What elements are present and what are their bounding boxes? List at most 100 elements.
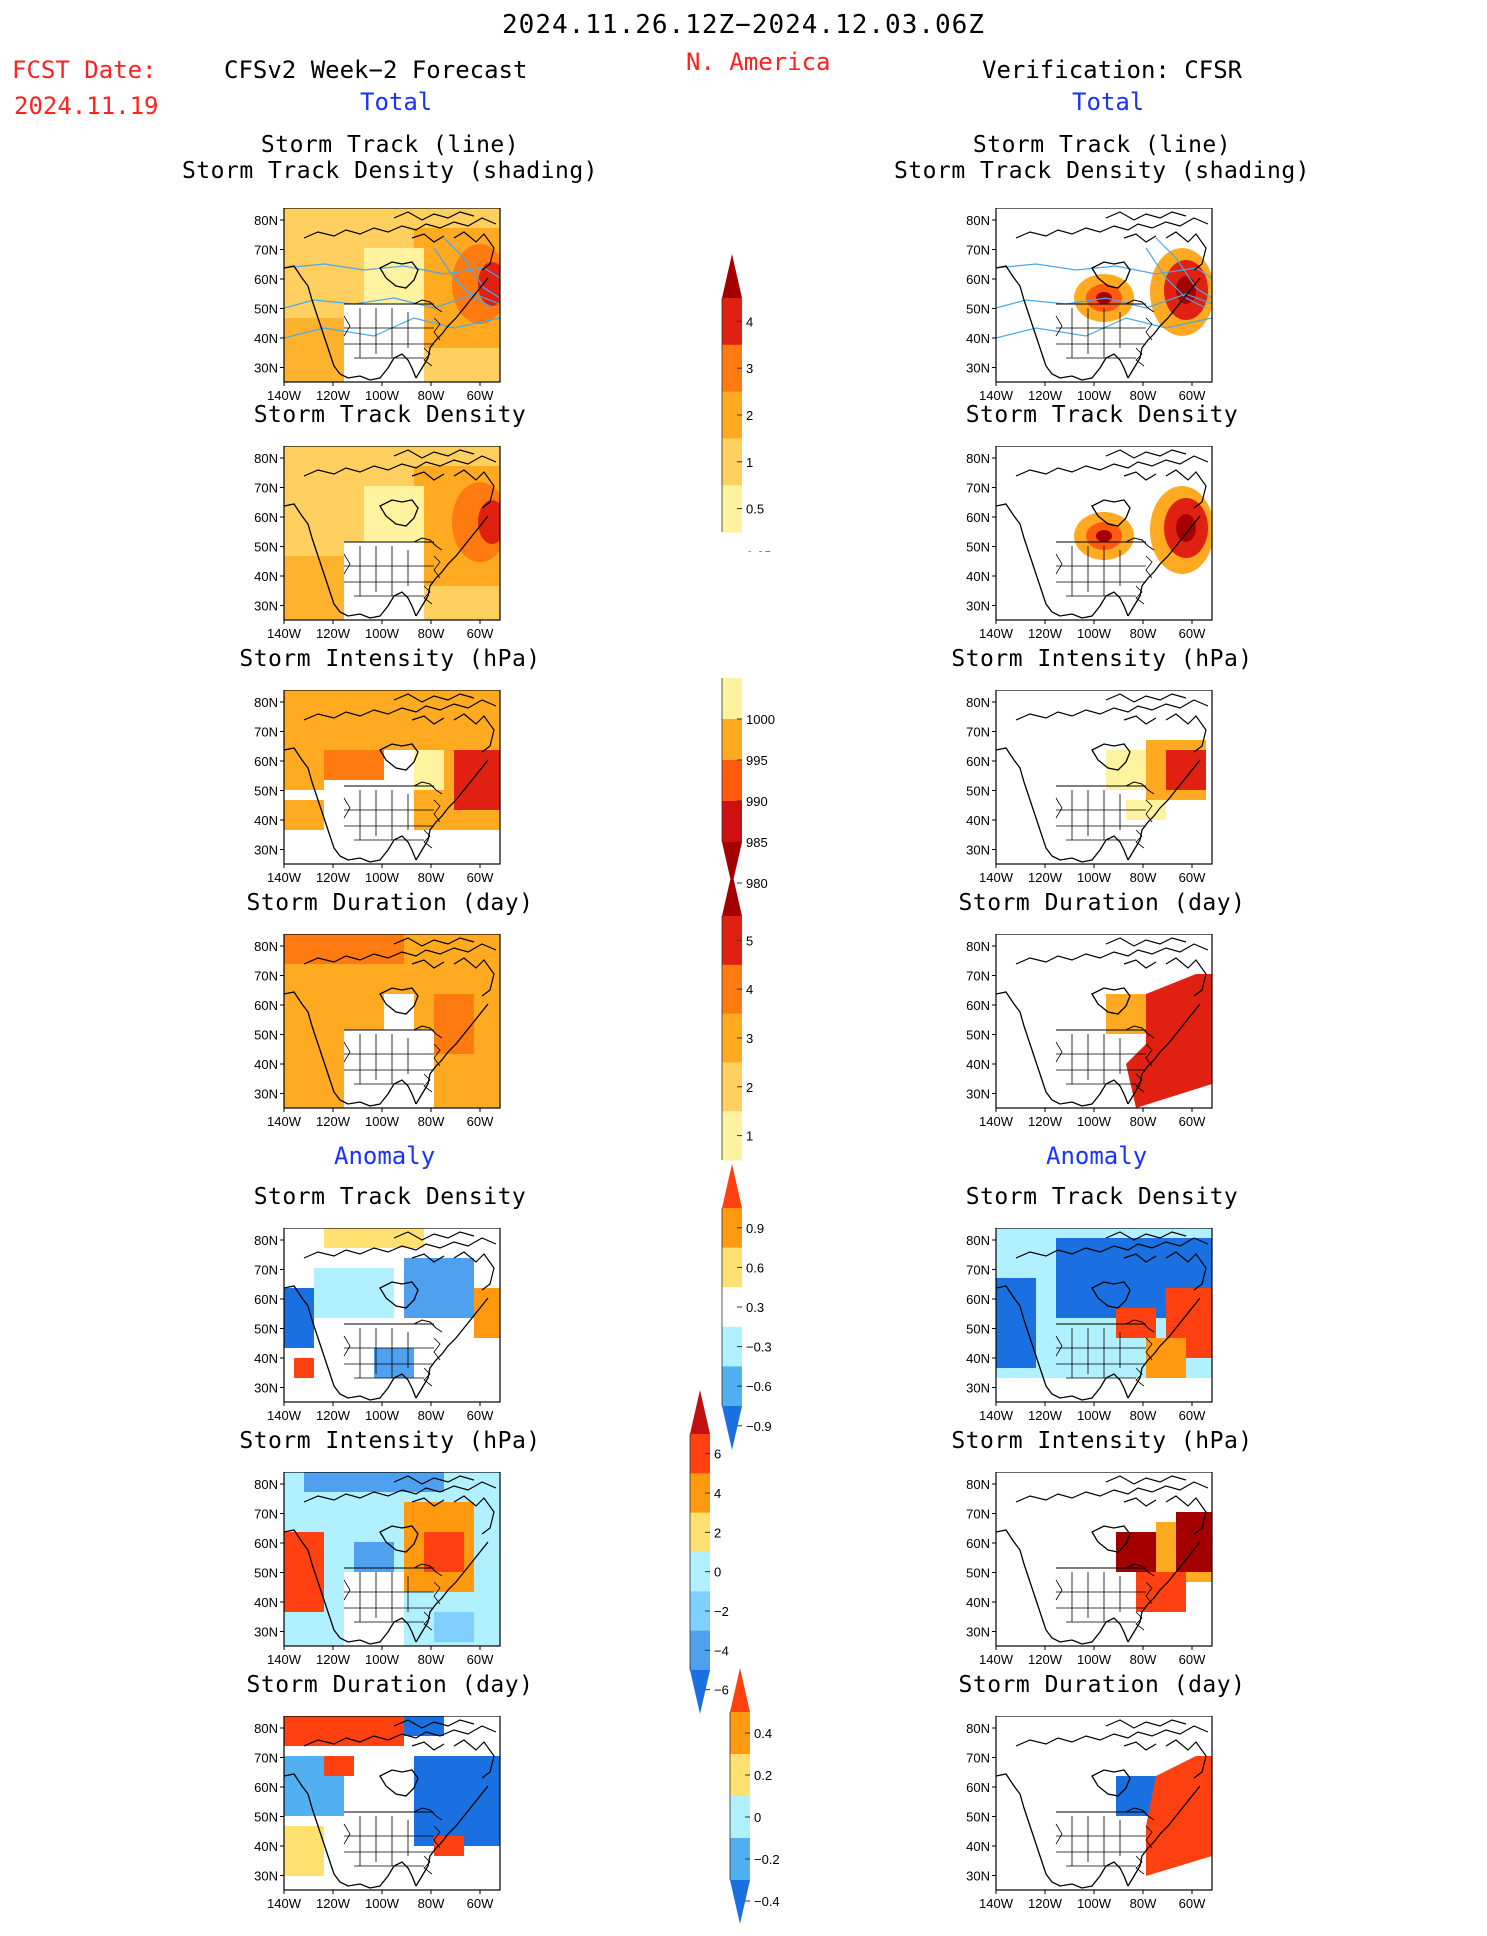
lat-tick-label: 60N: [966, 1780, 990, 1795]
colorbar-segment: [690, 1630, 710, 1671]
colorbar-bottom-arrow: [722, 842, 742, 886]
lat-tick-label: 50N: [254, 540, 278, 555]
right-column-title: Verification: CFSR: [982, 56, 1243, 84]
right-panel-2-title: Storm Track Density: [965, 402, 1239, 428]
colorbar-segment: [690, 1591, 710, 1632]
map-frame: [995, 690, 1213, 865]
right-map-panel-4: 80N 70N 60N 50N 40N 30N 140W 120W 100W 80W 60W: [966, 934, 1213, 1129]
right-total-heading: Total: [1072, 88, 1145, 116]
colorbar-total-intensity: 1000 995 990 985 980: [721, 678, 775, 891]
lat-tick-label: 50N: [966, 1566, 990, 1581]
lat-tick-label: 70N: [966, 725, 990, 740]
colorbar-tick-label: 5: [746, 933, 753, 948]
map-frame: [283, 1228, 501, 1403]
colorbar-top-arrow: [722, 254, 742, 298]
lon-tick-label: 60W: [467, 1408, 494, 1423]
lon-tick-label: 140W: [979, 870, 1014, 885]
lon-tick-label: 100W: [365, 1896, 400, 1911]
left-anomaly-heading: Anomaly: [334, 1142, 436, 1170]
fcst-date-value: 2024.11.19: [14, 92, 159, 120]
lat-tick-label: 60N: [254, 1536, 278, 1551]
left-total-heading: Total: [360, 88, 433, 116]
lon-tick-label: 60W: [467, 626, 494, 641]
lat-tick-label: 70N: [254, 481, 278, 496]
lat-tick-label: 80N: [966, 939, 990, 954]
lon-tick-label: 140W: [267, 1114, 302, 1129]
lat-tick-label: 40N: [254, 1595, 278, 1610]
right-panel-4-title: Storm Duration (day): [958, 890, 1246, 916]
colorbar-tick-label: 985: [746, 835, 768, 850]
colorbar-segment: [722, 344, 742, 393]
lon-tick-label: 80W: [418, 1408, 445, 1423]
lat-tick-label: 60N: [966, 754, 990, 769]
lon-tick-label: 80W: [418, 870, 445, 885]
left-map-panel-1: 80N 70N 60N 50N 40N 30N 140W 120W 100W 80W 60W: [254, 208, 501, 403]
lon-tick-label: 120W: [1028, 1652, 1063, 1667]
lon-tick-label: 120W: [1028, 1408, 1063, 1423]
colorbar-segment: [690, 1434, 710, 1474]
lon-tick-label: 60W: [467, 1652, 494, 1667]
lon-tick-label: 140W: [267, 1408, 302, 1423]
colorbar-tick-label: 0: [754, 1810, 761, 1825]
lat-tick-label: 30N: [966, 1869, 990, 1884]
right-map-panel-3: 80N 70N 60N 50N 40N 30N 140W 120W 100W 80W 60W: [966, 690, 1213, 885]
colorbar-segment: [730, 1754, 750, 1797]
lat-tick-label: 60N: [254, 1780, 278, 1795]
map-frame: [995, 934, 1213, 1109]
lon-tick-label: 100W: [1077, 1408, 1112, 1423]
colorbar-tick-label: 1: [746, 1129, 753, 1144]
lat-tick-label: 40N: [966, 1595, 990, 1610]
map-frame: [995, 1472, 1213, 1647]
lat-tick-label: 70N: [966, 243, 990, 258]
lat-tick-label: 80N: [966, 1477, 990, 1492]
lon-tick-label: 60W: [1179, 1114, 1206, 1129]
colorbar-tick-label: −6: [714, 1683, 729, 1698]
colorbar-tick-label: 0.9: [746, 1221, 764, 1236]
lat-tick-label: 30N: [966, 1381, 990, 1396]
lon-tick-label: 80W: [418, 1896, 445, 1911]
lon-tick-label: 60W: [1179, 626, 1206, 641]
region-title: N. America: [686, 48, 831, 76]
map-frame: [995, 208, 1213, 383]
lat-tick-label: 70N: [254, 1263, 278, 1278]
lat-tick-label: 70N: [966, 481, 990, 496]
lon-tick-label: 80W: [418, 626, 445, 641]
left-panel-1-title-line2: Storm Track Density (shading): [181, 158, 599, 184]
lat-tick-label: 50N: [254, 1322, 278, 1337]
colorbar-segment: [722, 298, 742, 346]
colorbar-tick-label: −4: [714, 1643, 729, 1658]
lat-tick-label: 60N: [966, 1292, 990, 1307]
map-frame: [283, 1716, 501, 1891]
lon-tick-label: 60W: [467, 1896, 494, 1911]
left-panel-6-title: Storm Intensity (hPa): [239, 1428, 541, 1454]
lon-tick-label: 140W: [267, 1652, 302, 1667]
left-column-title: CFSv2 Week−2 Forecast: [224, 56, 528, 84]
colorbar-tick-label: −0.4: [754, 1894, 780, 1909]
lon-tick-label: 100W: [1077, 1896, 1112, 1911]
colorbar-top-arrow: [722, 1164, 742, 1208]
period-title: 2024.11.26.12Z−2024.12.03.06Z: [502, 10, 985, 40]
lat-tick-label: 40N: [254, 569, 278, 584]
lat-tick-label: 40N: [966, 569, 990, 584]
lon-tick-label: 100W: [365, 1114, 400, 1129]
lat-tick-label: 80N: [254, 695, 278, 710]
right-panel-7-title: Storm Duration (day): [958, 1672, 1246, 1698]
colorbar-tick-label: 0: [714, 1565, 721, 1580]
fcst-date-label: FCST Date:: [12, 56, 157, 84]
map-frame: [283, 1472, 501, 1647]
lat-tick-label: 50N: [254, 1566, 278, 1581]
lat-tick-label: 50N: [966, 1322, 990, 1337]
lat-tick-label: 50N: [254, 302, 278, 317]
lon-tick-label: 60W: [467, 1114, 494, 1129]
lon-tick-label: 120W: [1028, 388, 1063, 403]
lat-tick-label: 60N: [254, 272, 278, 287]
lon-tick-label: 120W: [316, 1114, 351, 1129]
right-map-panel-5: 80N 70N 60N 50N 40N 30N 140W 120W 100W 80W 60W: [966, 1228, 1213, 1423]
colorbar-tick-label: 2: [746, 408, 753, 423]
lon-tick-label: 120W: [1028, 1896, 1063, 1911]
left-panel-1-title-line1: Storm Track (line): [260, 132, 520, 158]
left-map-panel-5: 80N 70N 60N 50N 40N 30N 140W 120W 100W 80W 60W: [254, 1228, 501, 1423]
colorbar-segment: [730, 1838, 750, 1881]
lat-tick-label: 70N: [254, 969, 278, 984]
right-panel-1-title-line1: Storm Track (line): [972, 132, 1232, 158]
